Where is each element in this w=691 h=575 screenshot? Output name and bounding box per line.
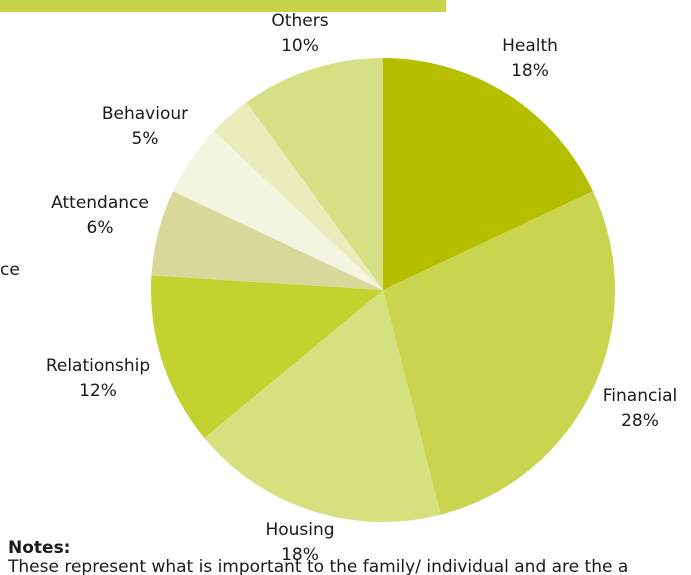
slice-label: Financial	[603, 386, 677, 406]
slice-value-label: 12%	[79, 381, 117, 401]
pie-slice	[246, 58, 383, 290]
slice-label: Behaviour	[102, 104, 188, 124]
pie-slice	[204, 290, 441, 522]
pie-slice	[150, 275, 383, 438]
notes-text: These represent what is important to the…	[7, 557, 628, 575]
slice-label: Housing	[265, 520, 334, 540]
slice-label: Relationship	[46, 356, 150, 376]
slice-label: Attendance	[51, 193, 149, 213]
pie-slice	[173, 131, 383, 290]
slice-value-label: 18%	[281, 545, 319, 565]
pie-slice	[383, 191, 616, 515]
slice-value-label: 18%	[511, 61, 549, 81]
header-bar	[0, 0, 446, 12]
slice-value-label: 5%	[132, 129, 159, 149]
slice-label: Others	[271, 11, 328, 31]
slice-label: Health	[502, 36, 558, 56]
slice-label: ce	[0, 260, 20, 280]
notes-title: Notes:	[8, 538, 70, 558]
pie	[150, 58, 616, 522]
pie-slice	[213, 102, 383, 290]
slice-value-label: 28%	[621, 411, 659, 431]
slice-value-label: 6%	[87, 218, 114, 238]
pie-slice	[383, 58, 593, 290]
slice-value-label: 10%	[281, 36, 319, 56]
pie-slice	[151, 191, 383, 290]
